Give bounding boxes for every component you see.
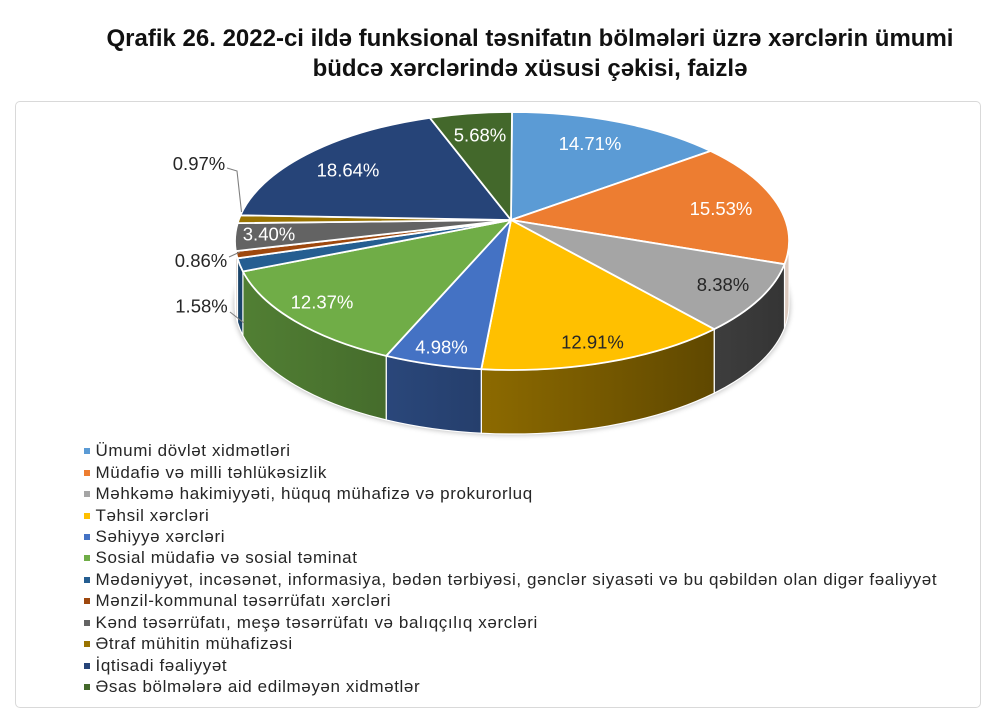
svg-text:8.38%: 8.38%	[697, 274, 749, 295]
svg-text:12.37%: 12.37%	[291, 292, 354, 313]
svg-text:3.40%: 3.40%	[243, 224, 295, 245]
svg-text:5.68%: 5.68%	[454, 125, 506, 146]
svg-text:0.97%: 0.97%	[173, 153, 225, 174]
svg-text:4.98%: 4.98%	[415, 337, 467, 358]
svg-text:12.91%: 12.91%	[561, 332, 624, 353]
svg-text:18.64%: 18.64%	[317, 160, 380, 181]
svg-text:15.53%: 15.53%	[690, 198, 753, 219]
svg-text:14.71%: 14.71%	[559, 133, 622, 154]
svg-text:1.58%: 1.58%	[175, 296, 227, 317]
svg-text:0.86%: 0.86%	[175, 250, 227, 271]
